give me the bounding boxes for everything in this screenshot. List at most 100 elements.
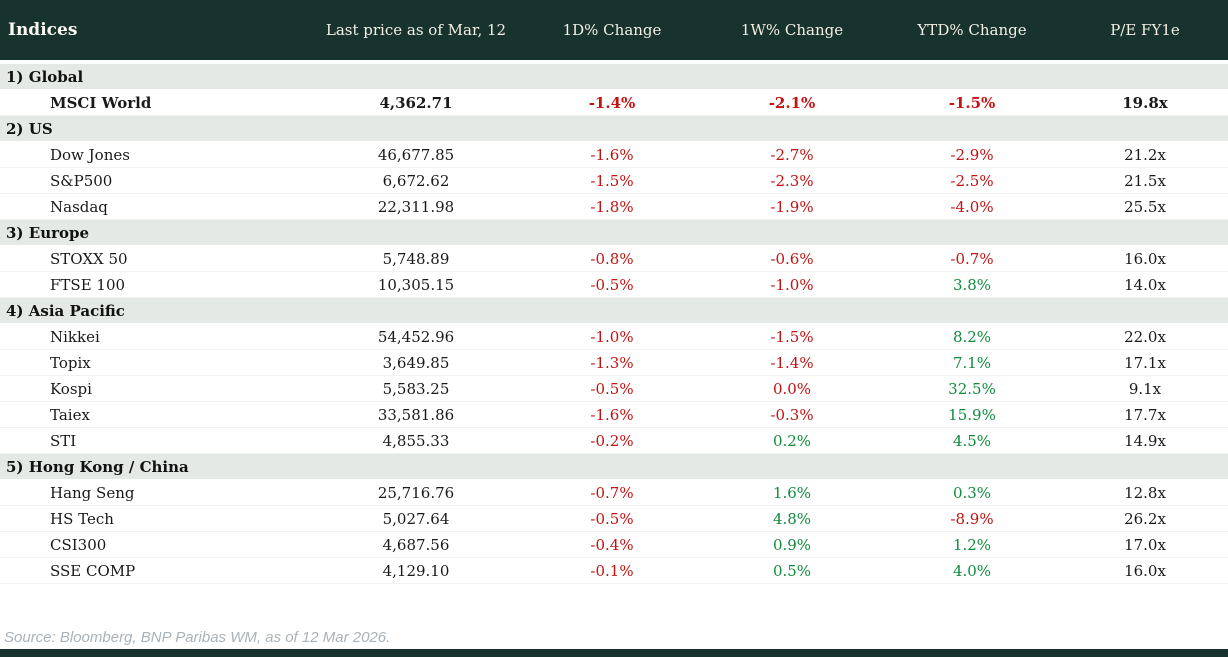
last-price-value: 4,129.10 bbox=[382, 561, 450, 580]
last-price-value: 46,677.85 bbox=[377, 145, 455, 164]
index-name: HS Tech bbox=[50, 509, 114, 528]
ytd-change-value: -1.5% bbox=[948, 93, 996, 112]
pe-value: 9.1x bbox=[1128, 379, 1162, 398]
last-price-value: 5,583.25 bbox=[382, 379, 450, 398]
ytd-change-value: 7.1% bbox=[952, 353, 992, 372]
index-row: Taiex 33,581.86 -1.6% -0.3% 15.9% 17.7x bbox=[0, 402, 1228, 428]
1d-change-value: -1.0% bbox=[590, 327, 634, 346]
1w-change-value: 0.9% bbox=[772, 535, 812, 554]
pe-value: 12.8x bbox=[1124, 483, 1166, 502]
table-title: Indices bbox=[8, 20, 78, 40]
1w-change-value: -1.0% bbox=[770, 275, 814, 294]
index-row: Topix 3,649.85 -1.3% -1.4% 7.1% 17.1x bbox=[0, 350, 1228, 376]
pe-value: 21.2x bbox=[1124, 145, 1166, 164]
1d-change-value: -1.6% bbox=[590, 405, 634, 424]
footer-accent-bar bbox=[0, 649, 1228, 657]
ytd-change-value: 1.2% bbox=[952, 535, 992, 554]
last-price-value: 3,649.85 bbox=[382, 353, 450, 372]
last-price-value: 54,452.96 bbox=[377, 327, 455, 346]
1d-change-value: -1.6% bbox=[590, 145, 634, 164]
index-row: SSE COMP 4,129.10 -0.1% 0.5% 4.0% 16.0x bbox=[0, 558, 1228, 584]
1d-change-value: -1.5% bbox=[590, 171, 634, 190]
ytd-change-value: -4.0% bbox=[950, 197, 994, 216]
index-row: Dow Jones 46,677.85 -1.6% -2.7% -2.9% 21.2x bbox=[0, 142, 1228, 168]
1d-change-value: -1.3% bbox=[590, 353, 634, 372]
table-body: 1) Global MSCI World 4,362.71 -1.4% -2.1% -1.… bbox=[0, 64, 1228, 584]
index-row: FTSE 100 10,305.15 -0.5% -1.0% 3.8% 14.0x bbox=[0, 272, 1228, 298]
last-price-value: 25,716.76 bbox=[377, 483, 455, 502]
ytd-change-value: 0.3% bbox=[952, 483, 992, 502]
section-label: 4) Asia Pacific bbox=[6, 301, 125, 320]
index-row: STI 4,855.33 -0.2% 0.2% 4.5% 14.9x bbox=[0, 428, 1228, 454]
1d-change-value: -0.2% bbox=[590, 431, 634, 450]
last-price-value: 10,305.15 bbox=[377, 275, 455, 294]
ytd-change-value: 15.9% bbox=[948, 405, 996, 424]
section-row: 4) Asia Pacific bbox=[0, 298, 1228, 324]
index-name: STOXX 50 bbox=[50, 249, 128, 268]
section-label: 1) Global bbox=[6, 67, 84, 86]
1w-change-value: 0.2% bbox=[772, 431, 812, 450]
index-row: Nasdaq 22,311.98 -1.8% -1.9% -4.0% 25.5x bbox=[0, 194, 1228, 220]
index-row: MSCI World 4,362.71 -1.4% -2.1% -1.5% 19.8x bbox=[0, 90, 1228, 116]
1d-change-value: -1.8% bbox=[590, 197, 634, 216]
ytd-change-value: 3.8% bbox=[952, 275, 992, 294]
index-row: HS Tech 5,027.64 -0.5% 4.8% -8.9% 26.2x bbox=[0, 506, 1228, 532]
section-label: 5) Hong Kong / China bbox=[6, 457, 189, 476]
pe-value: 17.7x bbox=[1124, 405, 1166, 424]
1w-change-value: 4.8% bbox=[772, 509, 812, 528]
index-row: Kospi 5,583.25 -0.5% 0.0% 32.5% 9.1x bbox=[0, 376, 1228, 402]
1w-change-value: -2.7% bbox=[770, 145, 814, 164]
section-label: 3) Europe bbox=[6, 223, 90, 242]
index-name: Hang Seng bbox=[50, 483, 135, 502]
section-row: 3) Europe bbox=[0, 220, 1228, 246]
pe-value: 21.5x bbox=[1124, 171, 1166, 190]
ytd-change-value: -2.9% bbox=[950, 145, 994, 164]
pe-value: 17.1x bbox=[1124, 353, 1166, 372]
1w-change-value: -2.1% bbox=[768, 93, 816, 112]
last-price-value: 22,311.98 bbox=[377, 197, 455, 216]
index-name: MSCI World bbox=[50, 93, 152, 112]
ytd-change-value: 4.0% bbox=[952, 561, 992, 580]
ytd-change-value: 4.5% bbox=[952, 431, 992, 450]
1w-change-value: 0.0% bbox=[772, 379, 812, 398]
1d-change-value: -0.8% bbox=[590, 249, 634, 268]
1d-change-value: -0.5% bbox=[590, 509, 634, 528]
ytd-change-value: 8.2% bbox=[952, 327, 992, 346]
index-row: Nikkei 54,452.96 -1.0% -1.5% 8.2% 22.0x bbox=[0, 324, 1228, 350]
last-price-value: 4,687.56 bbox=[382, 535, 450, 554]
column-header-1w-change: 1W% Change bbox=[740, 21, 844, 39]
1w-change-value: -1.9% bbox=[770, 197, 814, 216]
index-name: Taiex bbox=[50, 405, 90, 424]
index-name: FTSE 100 bbox=[50, 275, 126, 294]
last-price-value: 5,748.89 bbox=[382, 249, 450, 268]
index-row: STOXX 50 5,748.89 -0.8% -0.6% -0.7% 16.0x bbox=[0, 246, 1228, 272]
ytd-change-value: 32.5% bbox=[948, 379, 996, 398]
1d-change-value: -0.1% bbox=[590, 561, 634, 580]
1w-change-value: -2.3% bbox=[770, 171, 814, 190]
pe-value: 14.9x bbox=[1124, 431, 1166, 450]
ytd-change-value: -0.7% bbox=[950, 249, 994, 268]
1w-change-value: -0.3% bbox=[770, 405, 814, 424]
last-price-value: 33,581.86 bbox=[377, 405, 455, 424]
pe-value: 22.0x bbox=[1124, 327, 1166, 346]
section-row: 1) Global bbox=[0, 64, 1228, 90]
table-header-row: Indices Last price as of Mar, 12 1D% Cha… bbox=[0, 0, 1228, 60]
index-name: STI bbox=[50, 431, 77, 450]
index-name: Kospi bbox=[50, 379, 92, 398]
last-price-value: 5,027.64 bbox=[382, 509, 450, 528]
1w-change-value: -0.6% bbox=[770, 249, 814, 268]
column-header-pe: P/E FY1e bbox=[1110, 21, 1180, 39]
index-name: Dow Jones bbox=[50, 145, 130, 164]
pe-value: 17.0x bbox=[1124, 535, 1166, 554]
index-name: Nikkei bbox=[50, 327, 100, 346]
pe-value: 14.0x bbox=[1124, 275, 1166, 294]
1d-change-value: -0.4% bbox=[590, 535, 634, 554]
index-row: S&P500 6,672.62 -1.5% -2.3% -2.5% 21.5x bbox=[0, 168, 1228, 194]
index-name: Nasdaq bbox=[50, 197, 108, 216]
section-row: 5) Hong Kong / China bbox=[0, 454, 1228, 480]
1w-change-value: 1.6% bbox=[772, 483, 812, 502]
index-row: CSI300 4,687.56 -0.4% 0.9% 1.2% 17.0x bbox=[0, 532, 1228, 558]
section-label: 2) US bbox=[6, 119, 53, 138]
index-name: SSE COMP bbox=[50, 561, 136, 580]
